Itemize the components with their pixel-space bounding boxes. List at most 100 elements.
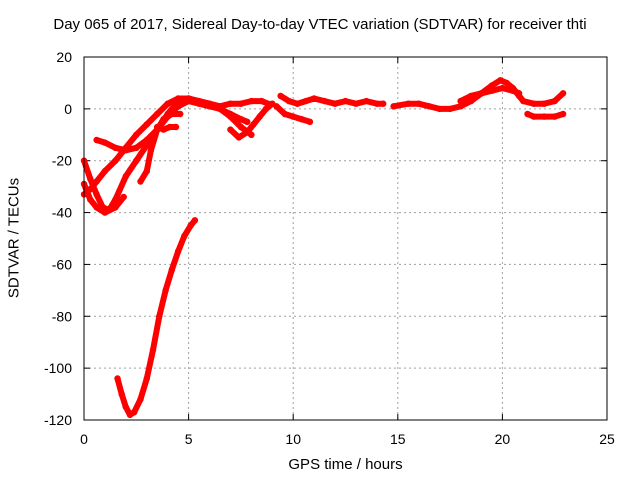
data-point <box>181 232 188 240</box>
data-point <box>363 97 370 105</box>
data-point <box>195 100 203 107</box>
data-point <box>160 116 167 123</box>
data-point <box>112 204 119 211</box>
data-point <box>191 217 199 224</box>
plot-frame <box>83 56 608 421</box>
data-point <box>244 129 251 136</box>
data-point <box>112 144 119 151</box>
data-point <box>149 346 157 354</box>
data-point <box>530 100 537 107</box>
data-point <box>415 100 422 107</box>
data-point <box>237 123 245 131</box>
data-point <box>227 100 234 107</box>
data-point <box>352 100 360 107</box>
data-point <box>143 167 150 175</box>
data-point <box>488 87 496 94</box>
data-point <box>185 97 192 105</box>
y-tick-label: -20 <box>52 153 72 169</box>
x-tick-label: 25 <box>599 431 615 447</box>
data-point <box>235 134 242 141</box>
data-point <box>174 248 182 255</box>
data-point <box>285 97 293 105</box>
data-point <box>162 287 169 294</box>
data-point <box>168 110 176 118</box>
data-point <box>306 118 314 126</box>
data-point <box>258 97 265 105</box>
data-point <box>93 136 100 144</box>
data-point <box>133 157 140 164</box>
data-point <box>143 136 150 144</box>
data-point <box>515 90 523 97</box>
data-point <box>101 209 109 216</box>
tick-labels: 0 5 10 15 20 25 20 0 -20 -40 -60 -80 -100 -120 <box>44 49 615 447</box>
data-point <box>154 123 161 131</box>
data-point <box>174 103 182 110</box>
y-tick-label: 0 <box>64 101 72 117</box>
data-point <box>390 103 397 110</box>
y-tick-label: 20 <box>56 49 72 65</box>
data-point <box>101 139 109 146</box>
data-point <box>281 110 288 118</box>
data-point <box>137 396 144 403</box>
data-point <box>559 90 567 97</box>
data-point <box>342 97 349 105</box>
data-point <box>93 204 100 211</box>
data-point <box>164 100 171 107</box>
data-point <box>559 110 567 118</box>
data-point <box>457 103 464 110</box>
data-point <box>122 403 129 411</box>
data-point <box>478 90 485 97</box>
data-point <box>227 110 234 118</box>
data-point <box>122 173 129 180</box>
data-point <box>131 409 138 416</box>
series-5-line <box>114 217 198 418</box>
data-point <box>87 196 94 203</box>
data-point <box>262 105 270 113</box>
x-tick-label: 0 <box>80 431 88 447</box>
chart-title: Day 065 of 2017, Sidereal Day-to-day VTE… <box>53 16 587 33</box>
plot-area <box>80 77 567 418</box>
data-point <box>143 375 150 382</box>
data-point <box>436 105 443 113</box>
data-point <box>187 222 194 229</box>
data-point <box>250 121 257 128</box>
data-point <box>509 87 517 94</box>
data-point <box>321 97 328 105</box>
data-point <box>331 100 339 107</box>
data-point <box>147 147 155 154</box>
y-tick-label: -80 <box>52 308 72 324</box>
data-point <box>446 105 454 113</box>
y-axis-label: SDTVAR / TECUs <box>5 177 23 299</box>
data-point <box>426 103 433 110</box>
data-point <box>120 193 127 201</box>
data-point <box>290 113 297 120</box>
data-point <box>457 97 464 105</box>
data-point <box>160 126 167 133</box>
data-point <box>93 178 100 185</box>
data-point <box>310 95 318 102</box>
data-point <box>87 175 94 183</box>
y-tick-label: -120 <box>44 412 72 428</box>
data-point <box>541 113 548 120</box>
data-point <box>530 113 537 120</box>
x-tick-label: 10 <box>285 431 301 447</box>
data-point <box>206 103 213 110</box>
data-point <box>237 116 245 123</box>
data-point <box>168 266 176 273</box>
data-point <box>137 178 144 185</box>
x-tick-label: 15 <box>390 431 406 447</box>
data-point <box>248 97 255 105</box>
data-point <box>273 103 280 110</box>
data-point <box>172 123 180 131</box>
data-point <box>373 100 381 107</box>
data-point <box>227 126 234 133</box>
y-tick-label: -60 <box>52 256 72 272</box>
data-point <box>497 77 504 84</box>
data-point <box>101 167 109 175</box>
y-tick-label: -100 <box>44 360 72 376</box>
data-point <box>166 123 173 131</box>
data-point <box>499 84 506 92</box>
data-point <box>302 97 309 105</box>
data-point <box>380 100 387 107</box>
